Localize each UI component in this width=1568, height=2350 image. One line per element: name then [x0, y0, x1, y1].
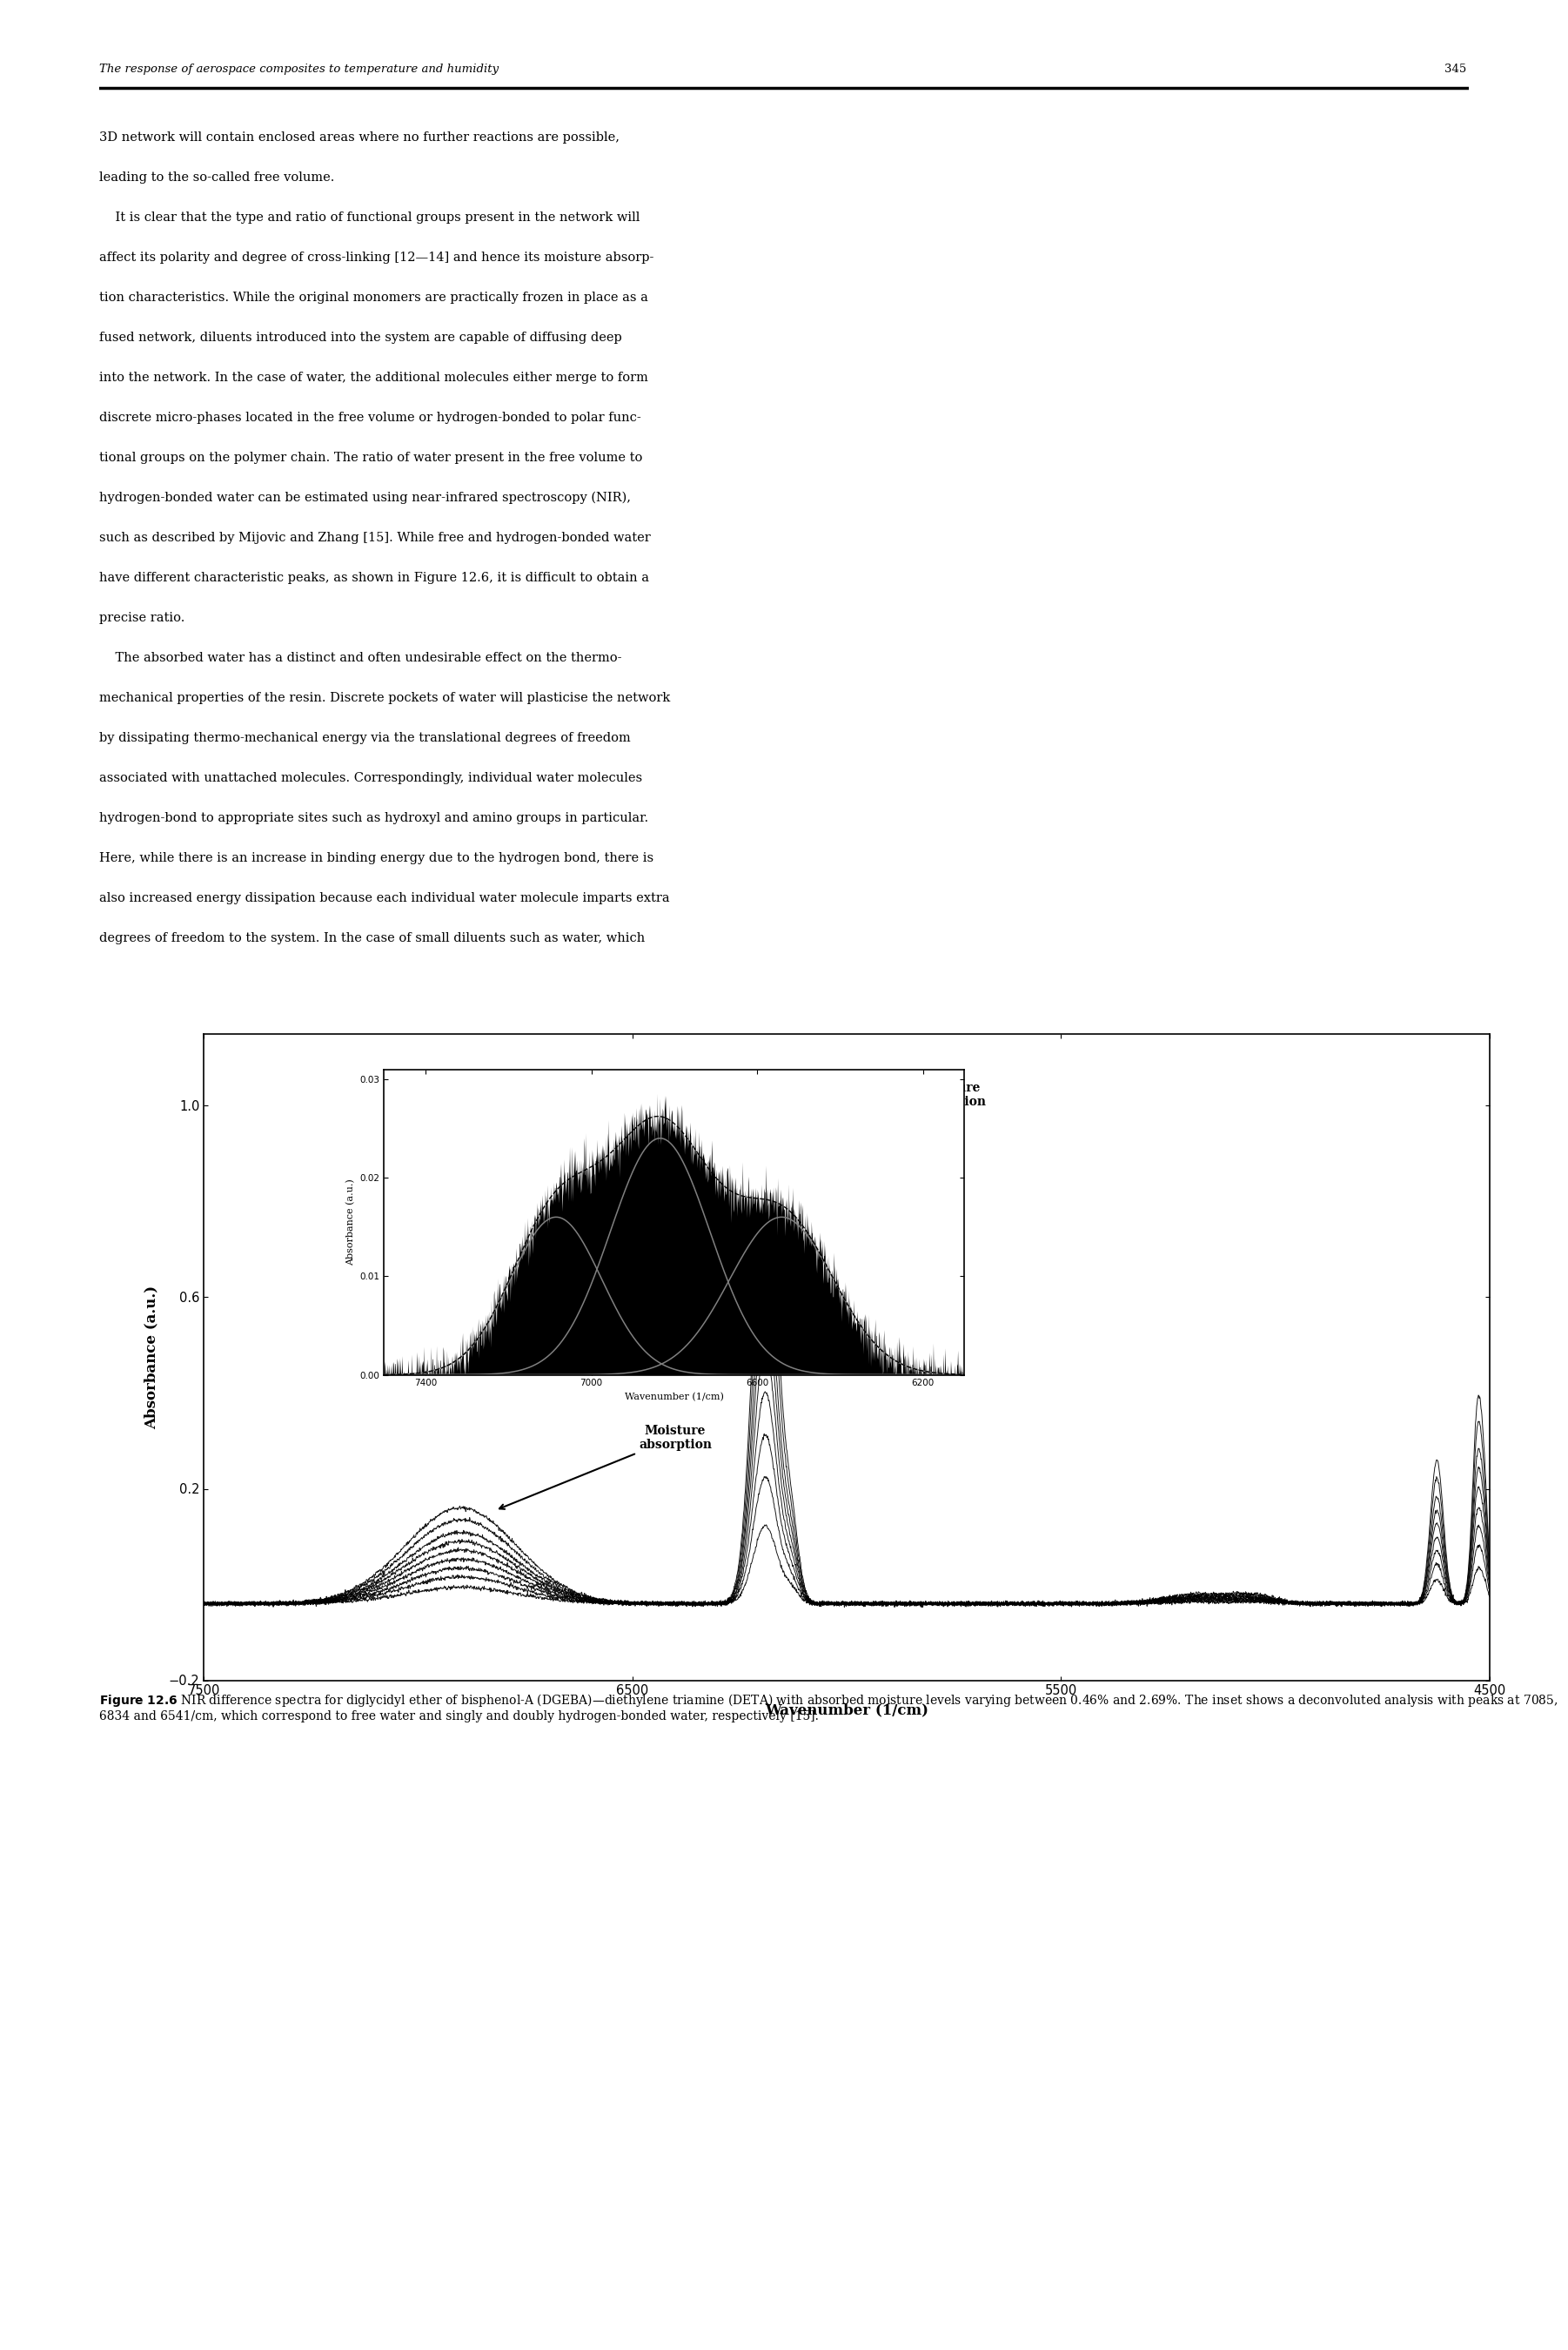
Text: by dissipating thermo-mechanical energy via the translational degrees of freedom: by dissipating thermo-mechanical energy …	[99, 733, 630, 745]
Text: 345: 345	[1444, 63, 1466, 75]
Text: 3D network will contain enclosed areas where no further reactions are possible,: 3D network will contain enclosed areas w…	[99, 132, 619, 143]
Text: The response of aerospace composites to temperature and humidity: The response of aerospace composites to …	[99, 63, 499, 75]
Y-axis label: Absorbance (a.u.): Absorbance (a.u.)	[347, 1180, 354, 1264]
Text: tional groups on the polymer chain. The ratio of water present in the free volum: tional groups on the polymer chain. The …	[99, 451, 641, 463]
Text: associated with unattached molecules. Correspondingly, individual water molecule: associated with unattached molecules. Co…	[99, 773, 641, 785]
Text: Moisture
absorption: Moisture absorption	[499, 1424, 712, 1509]
Y-axis label: Absorbance (a.u.): Absorbance (a.u.)	[144, 1285, 158, 1429]
Text: fused network, diluents introduced into the system are capable of diffusing deep: fused network, diluents introduced into …	[99, 331, 621, 343]
Text: hydrogen-bonded water can be estimated using near-infrared spectroscopy (NIR),: hydrogen-bonded water can be estimated u…	[99, 491, 630, 505]
Text: tion characteristics. While the original monomers are practically frozen in plac: tion characteristics. While the original…	[99, 291, 648, 303]
X-axis label: Wavenumber (1/cm): Wavenumber (1/cm)	[765, 1701, 928, 1718]
X-axis label: Wavenumber (1/cm): Wavenumber (1/cm)	[624, 1394, 724, 1401]
Text: such as described by Mijovic and Zhang [15]. While free and hydrogen-bonded wate: such as described by Mijovic and Zhang […	[99, 531, 651, 545]
Text: $\bf{Figure\ 12.6}$ NIR difference spectra for diglycidyl ether of bisphenol-A (: $\bf{Figure\ 12.6}$ NIR difference spect…	[99, 1692, 1557, 1723]
Text: also increased energy dissipation because each individual water molecule imparts: also increased energy dissipation becaus…	[99, 893, 670, 905]
Text: leading to the so-called free volume.: leading to the so-called free volume.	[99, 172, 334, 183]
Text: Moisture
absorption: Moisture absorption	[753, 1081, 986, 1163]
Text: It is clear that the type and ratio of functional groups present in the network : It is clear that the type and ratio of f…	[99, 212, 640, 223]
Text: discrete micro-phases located in the free volume or hydrogen-bonded to polar fun: discrete micro-phases located in the fre…	[99, 411, 641, 423]
Text: precise ratio.: precise ratio.	[99, 611, 185, 625]
Text: affect its polarity and degree of cross-linking [12—14] and hence its moisture a: affect its polarity and degree of cross-…	[99, 251, 654, 263]
Text: degrees of freedom to the system. In the case of small diluents such as water, w: degrees of freedom to the system. In the…	[99, 933, 644, 945]
Text: Here, while there is an increase in binding energy due to the hydrogen bond, the: Here, while there is an increase in bind…	[99, 853, 654, 865]
Text: The absorbed water has a distinct and often undesirable effect on the thermo-: The absorbed water has a distinct and of…	[99, 653, 621, 665]
Text: mechanical properties of the resin. Discrete pockets of water will plasticise th: mechanical properties of the resin. Disc…	[99, 693, 670, 705]
Text: into the network. In the case of water, the additional molecules either merge to: into the network. In the case of water, …	[99, 371, 648, 383]
Text: have different characteristic peaks, as shown in Figure 12.6, it is difficult to: have different characteristic peaks, as …	[99, 571, 649, 585]
Text: hydrogen-bond to appropriate sites such as hydroxyl and amino groups in particul: hydrogen-bond to appropriate sites such …	[99, 813, 648, 825]
